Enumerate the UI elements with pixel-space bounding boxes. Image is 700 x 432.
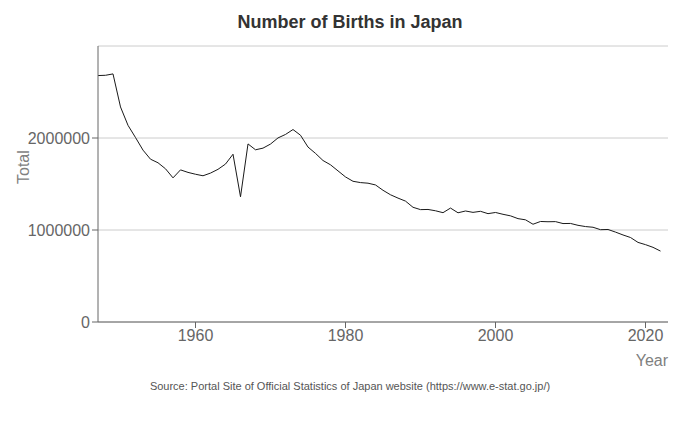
- svg-text:Year: Year: [636, 352, 669, 369]
- svg-text:1000000: 1000000: [28, 222, 90, 239]
- svg-text:0: 0: [81, 314, 90, 331]
- svg-text:2020: 2020: [628, 327, 664, 344]
- svg-text:1960: 1960: [178, 327, 214, 344]
- svg-text:2000: 2000: [478, 327, 514, 344]
- svg-text:2000000: 2000000: [28, 130, 90, 147]
- svg-text:1980: 1980: [328, 327, 364, 344]
- html-text:Number of Births in Japan: Number of Births in Japan: [237, 12, 463, 32]
- svg-text:Total: Total: [15, 150, 32, 184]
- html-text:Source: Portal Site of Officia: Source: Portal Site of Official Statisti…: [149, 380, 551, 392]
